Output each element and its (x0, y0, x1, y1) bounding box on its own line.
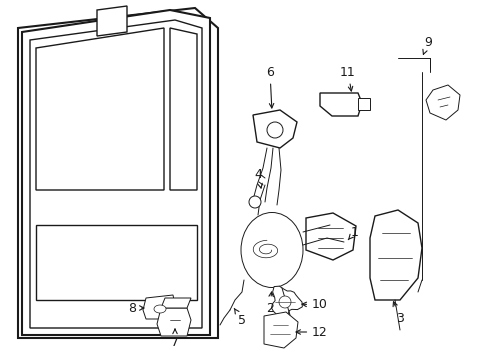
Polygon shape (170, 28, 197, 190)
Text: 12: 12 (295, 325, 327, 338)
Text: 7: 7 (171, 329, 179, 348)
Polygon shape (36, 28, 163, 190)
Text: 8: 8 (128, 302, 143, 315)
Text: 11: 11 (340, 66, 355, 91)
Polygon shape (319, 93, 361, 116)
Text: 2: 2 (265, 292, 273, 315)
Polygon shape (161, 298, 191, 308)
Circle shape (279, 296, 290, 308)
Circle shape (248, 196, 261, 208)
Polygon shape (252, 110, 296, 148)
Polygon shape (22, 10, 209, 335)
Circle shape (266, 122, 283, 138)
Polygon shape (264, 312, 297, 348)
Polygon shape (271, 286, 302, 319)
Polygon shape (97, 6, 127, 36)
Polygon shape (305, 213, 355, 260)
Text: 4: 4 (254, 168, 262, 188)
Polygon shape (157, 308, 191, 336)
Text: 6: 6 (265, 66, 273, 108)
Polygon shape (36, 225, 197, 300)
Text: 5: 5 (234, 309, 245, 327)
Text: 3: 3 (392, 302, 403, 324)
Polygon shape (142, 295, 176, 319)
Text: 9: 9 (422, 36, 431, 54)
Polygon shape (18, 8, 218, 338)
Text: 1: 1 (347, 225, 358, 240)
Polygon shape (369, 210, 421, 300)
Polygon shape (30, 20, 202, 328)
Ellipse shape (241, 212, 303, 288)
Text: 10: 10 (302, 298, 327, 311)
Polygon shape (357, 98, 369, 110)
Ellipse shape (154, 305, 165, 313)
Polygon shape (425, 85, 459, 120)
